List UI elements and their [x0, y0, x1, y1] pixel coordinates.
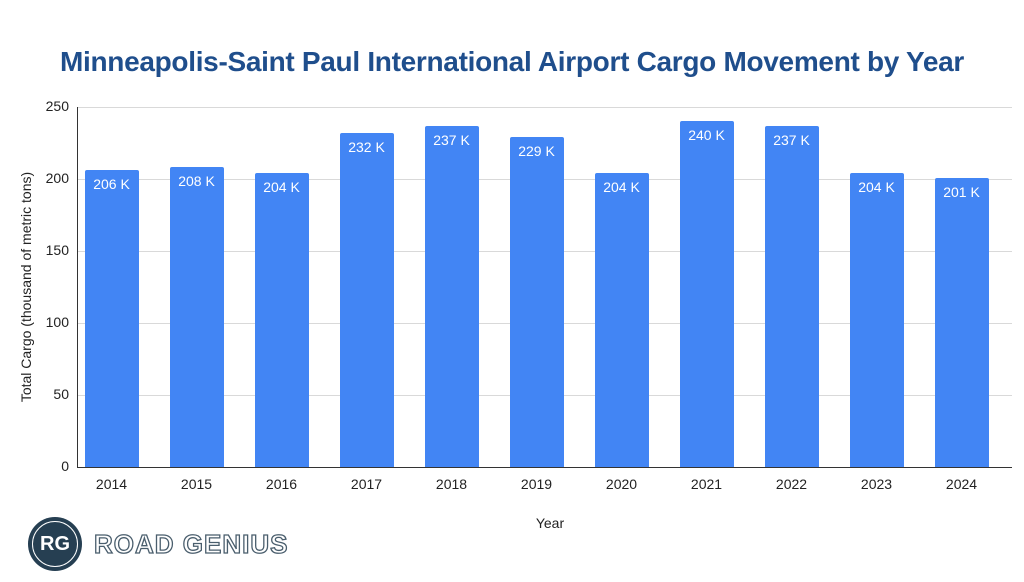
gridline — [77, 107, 1012, 108]
x-tick-label: 2018 — [435, 476, 468, 492]
x-tick-label: 2015 — [180, 476, 213, 492]
logo-wordmark: ROAD GENIUS — [93, 528, 289, 559]
road-genius-logo: RG ROAD GENIUS — [28, 516, 288, 572]
x-axis-line — [77, 467, 1012, 468]
x-tick-label: 2017 — [350, 476, 383, 492]
bar-2018: 237 K — [424, 125, 479, 467]
x-axis-label: Year — [535, 515, 565, 531]
plot-area: 206 K 208 K 204 K 232 K 237 K 229 K 204 K 240 K… — [77, 107, 1012, 468]
x-tick-label: 2019 — [520, 476, 553, 492]
x-tick-label: 2022 — [775, 476, 808, 492]
bar-value-label: 240 K — [688, 127, 725, 144]
x-tick-label: 2020 — [605, 476, 638, 492]
bar-2022: 237 K — [764, 125, 819, 467]
y-tick-label: 0 — [61, 458, 69, 474]
chart-title: Minneapolis-Saint Paul International Air… — [59, 46, 965, 77]
x-tick-label: 2023 — [860, 476, 893, 492]
bar-value-label: 204 K — [263, 179, 300, 196]
y-tick-label: 100 — [45, 314, 69, 330]
bar-2015: 208 K — [169, 167, 224, 467]
bar-2017: 232 K — [339, 132, 394, 467]
bar-2021: 240 K — [679, 121, 734, 467]
bar-value-label: 208 K — [178, 173, 215, 190]
x-tick-label: 2016 — [265, 476, 298, 492]
bar-2020: 204 K — [594, 173, 649, 467]
bar-value-label: 201 K — [943, 183, 980, 200]
logo-initials: RG — [32, 521, 78, 567]
bar-2023: 204 K — [849, 173, 904, 467]
y-tick-label: 50 — [53, 386, 69, 402]
x-tick-label: 2014 — [95, 476, 128, 492]
logo-badge-icon: RG — [28, 517, 82, 571]
y-tick-label: 200 — [45, 170, 69, 186]
bar-value-label: 204 K — [858, 179, 895, 196]
bar-value-label: 237 K — [773, 131, 810, 148]
y-tick-label: 250 — [45, 98, 69, 114]
bar-value-label: 237 K — [433, 131, 470, 148]
bar-value-label: 206 K — [93, 176, 130, 193]
y-tick-label: 150 — [45, 242, 69, 258]
bar-value-label: 204 K — [603, 179, 640, 196]
x-tick-label: 2021 — [690, 476, 723, 492]
bar-2024: 201 K — [934, 177, 989, 467]
y-axis-label: Total Cargo (thousand of metric tons) — [18, 171, 34, 403]
bar-value-label: 229 K — [518, 143, 555, 160]
x-tick-label: 2024 — [945, 476, 978, 492]
bar-2014: 206 K — [84, 170, 139, 467]
bar-2016: 204 K — [254, 173, 309, 467]
bar-value-label: 232 K — [348, 138, 385, 155]
bar-2019: 229 K — [509, 137, 564, 467]
y-axis-line — [77, 107, 78, 467]
